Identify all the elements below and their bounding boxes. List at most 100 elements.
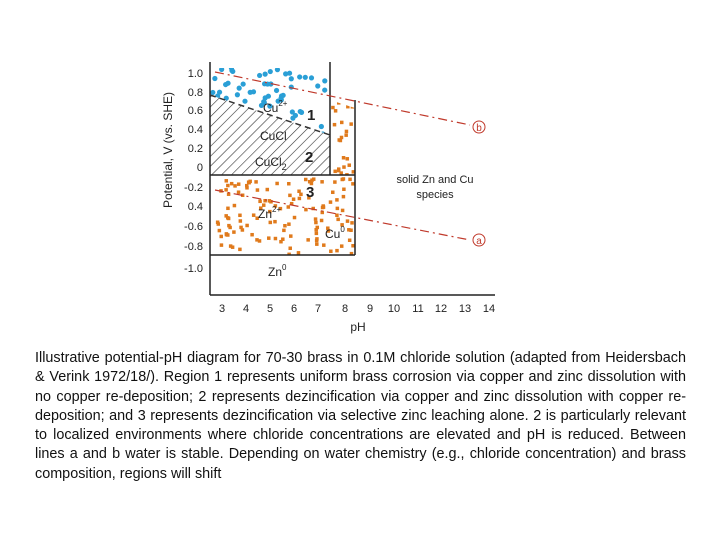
zn-dot [263, 198, 267, 203]
cu-dot [256, 72, 263, 79]
zn-dot [314, 220, 318, 225]
zn-dot [226, 183, 230, 188]
zn-dot [339, 171, 343, 175]
zn-dot [314, 227, 318, 232]
zn-dot [350, 221, 354, 225]
zn-dot [224, 214, 228, 218]
zn-dot [236, 182, 241, 186]
cu-dot [322, 78, 328, 84]
zn-dot [219, 234, 223, 239]
zn-dot [309, 181, 314, 186]
zn-dot [233, 184, 237, 188]
zn-dot [332, 122, 337, 127]
zn-dot [268, 220, 273, 225]
zn-dot [340, 208, 345, 213]
zn-dot [267, 236, 271, 240]
zn-dot [289, 201, 294, 206]
y-tick-label: 0.4 [188, 201, 203, 213]
solid-species-label-line1: solid Zn and Cu [396, 174, 473, 186]
zn-dot [238, 219, 243, 223]
cu-dot [289, 109, 295, 115]
zn-dot [310, 178, 314, 182]
cu-dot [234, 92, 240, 98]
solid-species-label-line2: species [416, 189, 454, 201]
zn-dot [339, 135, 344, 140]
x-tick-label: 4 [243, 303, 249, 315]
y-tick-label: -1.0 [184, 263, 203, 275]
y-tick-label: -0.8 [184, 241, 203, 253]
zn-dot [335, 248, 339, 253]
x-tick-label: 7 [315, 303, 321, 315]
zn-dot [238, 213, 242, 218]
figure-caption: Illustrative potential-pH diagram for 70… [35, 350, 686, 482]
cu-dot [273, 87, 280, 94]
cu-dot [219, 68, 225, 73]
zn-dot [315, 242, 319, 246]
x-tick-labels: 3 4 5 6 7 8 9 10 11 12 13 14 [219, 303, 495, 315]
zn-dot [322, 243, 326, 247]
cu-dot [302, 74, 308, 80]
region-2-label: 2 [305, 149, 313, 166]
zn-dot [292, 215, 297, 220]
zn-dot [279, 239, 283, 244]
y-tick-label: -0.2 [184, 182, 203, 194]
zn-dot [328, 200, 333, 204]
region-1-label: 1 [307, 107, 315, 124]
cu-dot [288, 84, 294, 90]
x-tick-label: 5 [267, 303, 273, 315]
cu-dot [267, 68, 273, 75]
zn-dot [320, 210, 325, 215]
cu2-label: Cu2+ [263, 99, 288, 115]
cu-dot [297, 108, 303, 115]
zn-dot [259, 206, 263, 210]
cu-dot [262, 71, 268, 77]
zn-dot [321, 204, 325, 208]
zn-dot [215, 220, 220, 225]
zn-dot [238, 247, 242, 252]
zn-dot [341, 177, 346, 181]
zn-dot [344, 129, 349, 134]
zn-dot [228, 244, 233, 248]
x-axis-title: pH [350, 320, 365, 334]
zn-dot [224, 232, 229, 237]
cu-dot [216, 89, 223, 95]
zn-dot [339, 244, 344, 248]
zn-dot [333, 169, 337, 174]
zn-dot [226, 206, 230, 211]
zn-dot [245, 186, 249, 190]
cu-dot [297, 74, 303, 80]
zn-dot [261, 203, 266, 207]
zn-dot [288, 193, 292, 198]
zn-dot [307, 196, 311, 200]
region-edge-zn-dots [331, 100, 355, 175]
zn-dot [326, 229, 331, 233]
zn-dot [216, 222, 221, 226]
cu-dot [308, 75, 315, 81]
x-tick-label: 12 [435, 303, 447, 315]
zn-dot [333, 109, 338, 113]
cu-dot [278, 97, 284, 103]
water-line-b [214, 71, 471, 126]
zn-dot [333, 180, 337, 184]
zn-dot [287, 222, 291, 226]
zn-dot [283, 223, 287, 228]
zn-dot [273, 219, 277, 224]
zn-dot [255, 188, 260, 192]
zn-dot [341, 194, 346, 199]
zn-dot [306, 238, 310, 242]
zn-dot [335, 198, 339, 202]
zn-dot [313, 217, 318, 221]
zn-dot [255, 216, 259, 220]
zn-dot [224, 179, 229, 183]
zn-dot [351, 182, 355, 186]
cu-dot [283, 71, 289, 77]
zn-dot [275, 181, 279, 186]
zn-dot [297, 196, 302, 201]
zn-dot [347, 228, 351, 232]
y-tick-label: 0.6 [188, 105, 203, 117]
zn-dot [315, 225, 320, 230]
zn-dot [240, 193, 245, 198]
x-tick-label: 3 [219, 303, 225, 315]
zn-dot [286, 205, 291, 209]
zn-dot [229, 181, 234, 186]
